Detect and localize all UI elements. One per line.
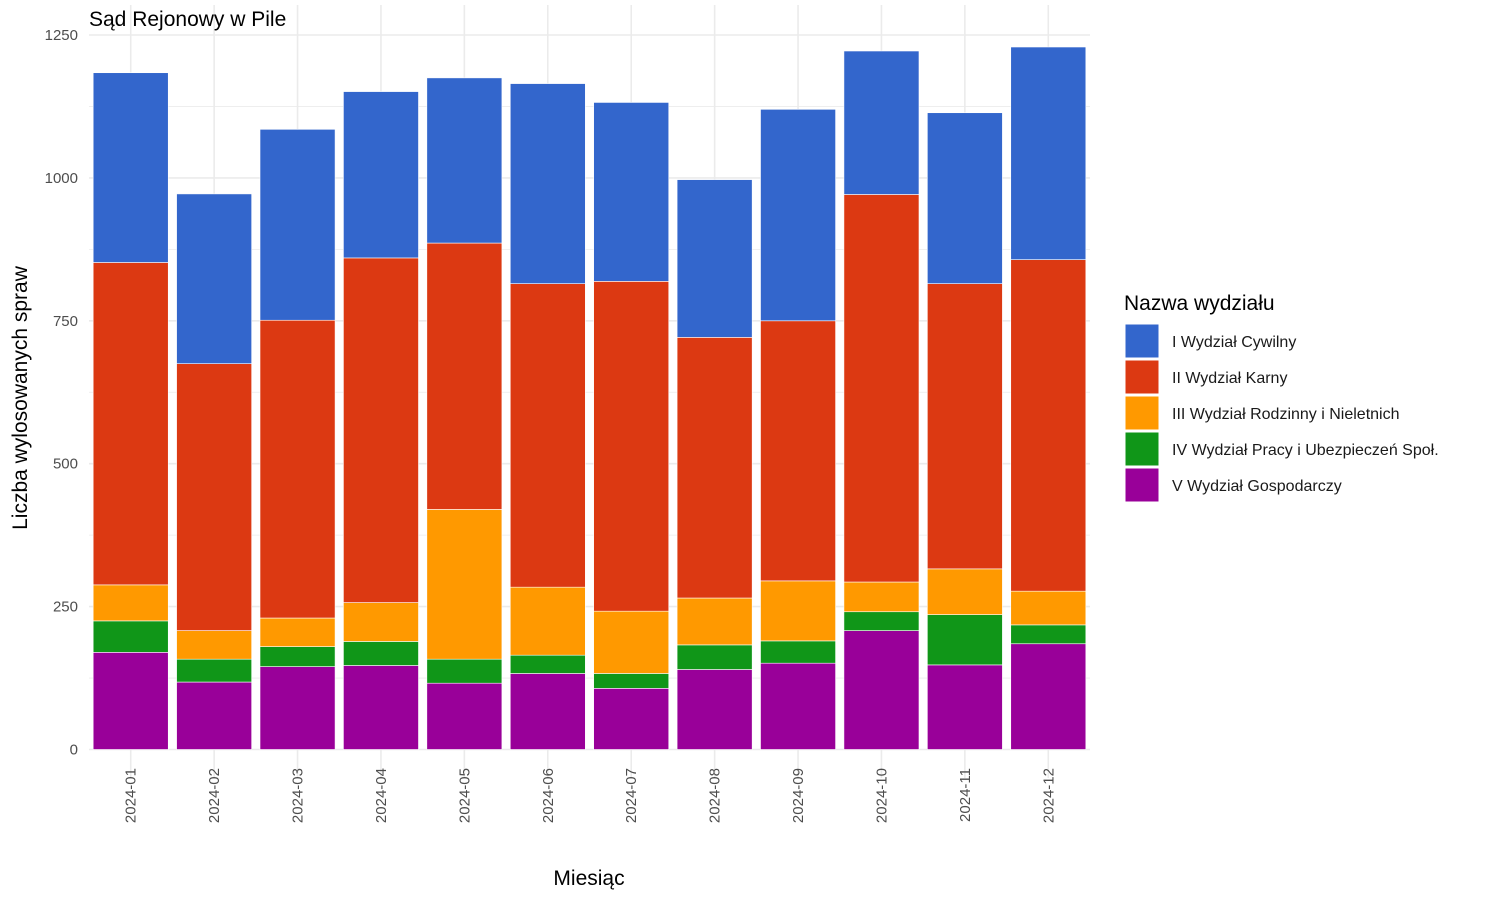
bar-segment [343, 91, 419, 259]
bar-segment [927, 112, 1003, 284]
bar-segment [593, 673, 670, 689]
bar-segment [92, 652, 169, 750]
y-tick-label: 250 [53, 599, 78, 616]
y-tick-label: 500 [53, 456, 78, 473]
legend: Nazwa wydziału I Wydział Cywilny II Wydzi… [1124, 292, 1439, 503]
bar-segment [760, 662, 836, 750]
bar-segment [676, 337, 753, 599]
bar-segment [676, 669, 753, 750]
bars [92, 46, 1087, 750]
bar-segment [760, 109, 836, 322]
legend-items: I Wydział Cywilny II Wydział Karny III Wyd… [1124, 323, 1439, 503]
bar-segment [927, 664, 1003, 750]
bar-segment [843, 581, 920, 613]
bar-segment [92, 620, 169, 653]
bar-segment [343, 641, 419, 666]
bar-segment [1010, 590, 1087, 626]
bar-segment [593, 102, 670, 282]
bar-segment [92, 262, 169, 586]
y-axis-ticks: 0 250 500 750 1000 1250 [45, 27, 78, 759]
legend-swatch [1124, 431, 1160, 467]
bar-segment [509, 283, 586, 588]
x-tick-label: 2024-12 [1040, 768, 1057, 823]
bar-segment [760, 580, 836, 642]
bar-segment [1010, 643, 1087, 750]
bar-segment [426, 242, 503, 510]
bar-segment [843, 50, 920, 195]
bar-segment [176, 363, 252, 631]
bar-segment [176, 681, 252, 750]
legend-swatch [1124, 359, 1160, 395]
legend-swatch [1124, 395, 1160, 431]
bar-segment [509, 673, 586, 750]
bar-segment [676, 597, 753, 646]
bar-segment [760, 640, 836, 664]
bar-segment [509, 83, 586, 284]
bar-segment [343, 257, 419, 603]
bar-segment [426, 509, 503, 660]
bar-segment [760, 320, 836, 582]
x-tick-label: 2024-10 [873, 768, 890, 823]
bar-segment [593, 610, 670, 674]
chart-title: Sąd Rejonowy w Pile [89, 8, 286, 31]
legend-swatch [1124, 467, 1160, 503]
bar-segment [593, 688, 670, 750]
bar-segment [343, 602, 419, 642]
x-tick-label: 2024-02 [206, 768, 223, 823]
bar-segment [927, 614, 1003, 666]
bar-segment [927, 283, 1003, 570]
bar-segment [259, 129, 336, 321]
bar-segment [843, 630, 920, 750]
bar-segment [1010, 259, 1087, 592]
x-tick-label: 2024-09 [790, 768, 807, 823]
y-tick-label: 750 [53, 313, 78, 330]
y-tick-label: 1250 [45, 27, 78, 44]
bar-segment [426, 658, 503, 684]
bar-segment [843, 194, 920, 583]
bar-segment [259, 646, 336, 667]
bar-segment [843, 611, 920, 631]
legend-swatch [1124, 323, 1160, 359]
bar-segment [426, 77, 503, 244]
legend-label: IV Wydział Pracy i Ubezpieczeń Społ. [1172, 442, 1439, 459]
x-tick-label: 2024-03 [290, 768, 307, 823]
legend-label: V Wydział Gospodarczy [1172, 478, 1342, 495]
legend-label: II Wydział Karny [1172, 370, 1287, 387]
bar-segment [927, 568, 1003, 615]
bar-segment [676, 179, 753, 338]
bar-segment [1010, 46, 1087, 260]
y-axis-title: Liczba wylosowanych spraw [9, 265, 32, 530]
y-tick-label: 1000 [45, 170, 78, 187]
x-tick-label: 2024-01 [123, 768, 140, 823]
x-tick-label: 2024-07 [623, 768, 640, 823]
bar-segment [1010, 624, 1087, 645]
legend-title: Nazwa wydziału [1124, 292, 1275, 315]
bar-segment [676, 644, 753, 670]
bar-segment [92, 584, 169, 622]
bar-segment [593, 281, 670, 612]
bar-segment [509, 654, 586, 674]
x-axis-ticks: 2024-01 2024-02 2024-03 2024-04 2024-05 2024-… [123, 768, 1058, 823]
bar-segment [176, 630, 252, 660]
bar-segment [92, 72, 169, 263]
bar-segment [426, 682, 503, 750]
x-axis-title: Miesiąc [553, 867, 624, 890]
bar-segment [176, 658, 252, 683]
legend-label: I Wydział Cywilny [1172, 334, 1296, 351]
y-tick-label: 0 [70, 742, 78, 759]
bar-segment [259, 319, 336, 619]
bar-segment [509, 586, 586, 656]
x-tick-label: 2024-04 [373, 768, 390, 823]
bar-segment [176, 193, 252, 364]
bar-segment [259, 666, 336, 750]
x-tick-label: 2024-05 [456, 768, 473, 823]
legend-label: III Wydział Rodzinny i Nieletnich [1172, 406, 1400, 423]
x-tick-label: 2024-06 [540, 768, 557, 823]
x-tick-label: 2024-11 [957, 768, 974, 822]
x-tick-label: 2024-08 [707, 768, 724, 823]
bar-segment [259, 617, 336, 647]
bar-segment [343, 665, 419, 750]
